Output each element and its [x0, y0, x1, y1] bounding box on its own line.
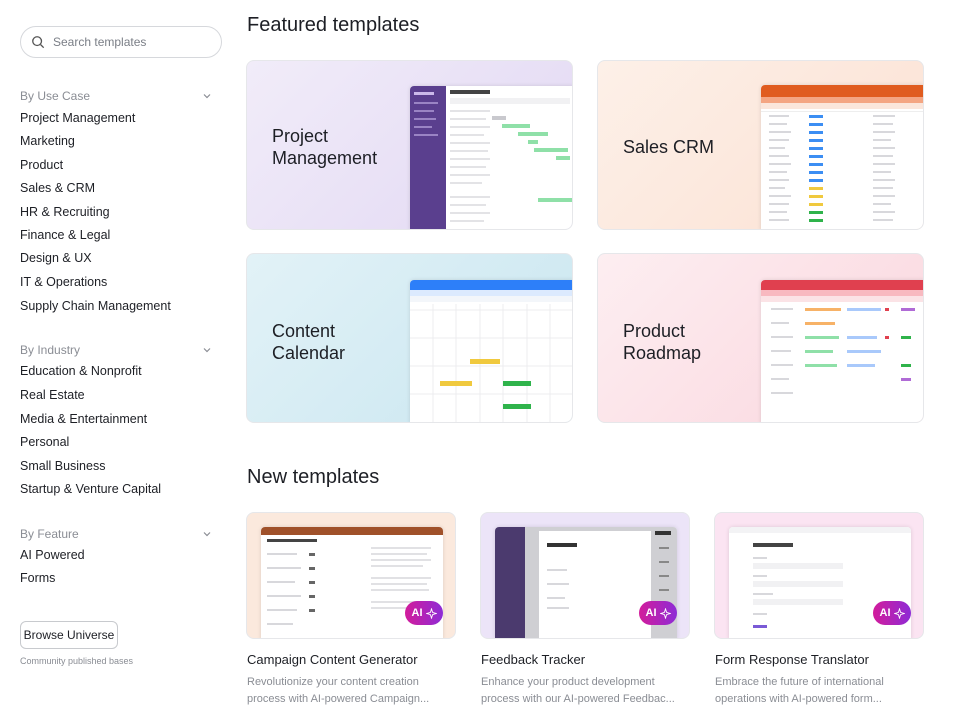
description-line: process with AI-powered Campaign... [247, 693, 430, 705]
search-icon [32, 36, 45, 49]
nav-marketing[interactable]: Marketing [20, 134, 75, 148]
nav-finance-legal[interactable]: Finance & Legal [20, 228, 111, 242]
nav-project-management[interactable]: Project Management [20, 111, 136, 125]
new-card-feedback-tracker[interactable]: AI [480, 512, 690, 639]
nav-product[interactable]: Product [20, 158, 64, 172]
chevron-down-icon [203, 94, 211, 99]
section-heading: By Industry [20, 343, 81, 357]
new-card-description: Enhance your product development process… [481, 674, 693, 708]
template-preview [410, 280, 572, 422]
description-line: Revolutionize your content creation [247, 676, 419, 688]
template-preview [761, 85, 923, 229]
card-title: Product Roadmap [623, 321, 702, 363]
featured-card-sales-crm[interactable]: Sales CRM [597, 60, 924, 230]
new-card-form-response-translator[interactable]: AI [714, 512, 924, 639]
card-title: Project Management [272, 126, 378, 168]
nav-design-ux[interactable]: Design & UX [20, 251, 92, 265]
nav-sales-crm[interactable]: Sales & CRM [20, 181, 96, 195]
nav-hr-recruiting[interactable]: HR & Recruiting [20, 205, 110, 219]
nav-small-business[interactable]: Small Business [20, 459, 106, 473]
chevron-down-icon [203, 348, 211, 353]
sparkle-icon [893, 607, 905, 619]
browse-universe-button[interactable]: Browse Universe [20, 621, 118, 649]
card-title: Content Calendar [272, 321, 346, 363]
nav-media-entertainment[interactable]: Media & Entertainment [20, 412, 148, 426]
ai-badge: AI [405, 601, 443, 625]
new-card-campaign-content-generator[interactable]: AI [246, 512, 456, 639]
ai-badge-label: AI [645, 607, 657, 619]
new-card-title[interactable]: Form Response Translator [715, 652, 869, 667]
new-card-title[interactable]: Campaign Content Generator [247, 652, 418, 667]
nav-education-nonprofit[interactable]: Education & Nonprofit [20, 364, 142, 378]
card-title: Sales CRM [623, 137, 715, 157]
new-templates-heading: New templates [247, 466, 380, 488]
section-heading: By Feature [20, 527, 79, 541]
new-card-description: Embrace the future of international oper… [715, 674, 927, 708]
featured-card-content-calendar[interactable]: Content Calendar [246, 253, 573, 423]
section-by-feature[interactable]: By Feature [20, 527, 212, 541]
ai-badge: AI [873, 601, 911, 625]
featured-card-product-roadmap[interactable]: Product Roadmap [597, 253, 924, 423]
chevron-down-icon [203, 532, 211, 537]
search-box[interactable] [20, 26, 222, 58]
template-preview [761, 280, 923, 422]
sidebar: By Use Case Project Management Marketing… [0, 0, 232, 720]
featured-card-project-management[interactable]: Project Management [246, 60, 573, 230]
community-note: Community published bases [20, 656, 134, 666]
nav-real-estate[interactable]: Real Estate [20, 388, 85, 402]
template-preview [410, 86, 572, 229]
nav-personal[interactable]: Personal [20, 435, 70, 449]
section-by-industry[interactable]: By Industry [20, 343, 212, 357]
ai-badge: AI [639, 601, 677, 625]
nav-forms[interactable]: Forms [20, 571, 56, 585]
nav-ai-powered[interactable]: AI Powered [20, 548, 85, 562]
sparkle-icon [659, 607, 671, 619]
nav-startup-vc[interactable]: Startup & Venture Capital [20, 482, 162, 496]
search-input[interactable] [53, 35, 213, 49]
description-line: operations with AI-powered form... [715, 693, 882, 705]
nav-it-operations[interactable]: IT & Operations [20, 275, 108, 289]
description-line: Enhance your product development [481, 676, 655, 688]
ai-badge-label: AI [411, 607, 423, 619]
new-card-title[interactable]: Feedback Tracker [481, 652, 586, 667]
description-line: process with our AI-powered Feedbac... [481, 693, 675, 705]
section-heading: By Use Case [20, 89, 91, 103]
new-card-description: Revolutionize your content creation proc… [247, 674, 459, 708]
ai-badge-label: AI [879, 607, 891, 619]
section-by-use-case[interactable]: By Use Case [20, 89, 212, 103]
featured-heading: Featured templates [247, 14, 420, 36]
sparkle-icon [425, 607, 437, 619]
description-line: Embrace the future of international [715, 676, 884, 688]
nav-supply-chain[interactable]: Supply Chain Management [20, 299, 171, 313]
